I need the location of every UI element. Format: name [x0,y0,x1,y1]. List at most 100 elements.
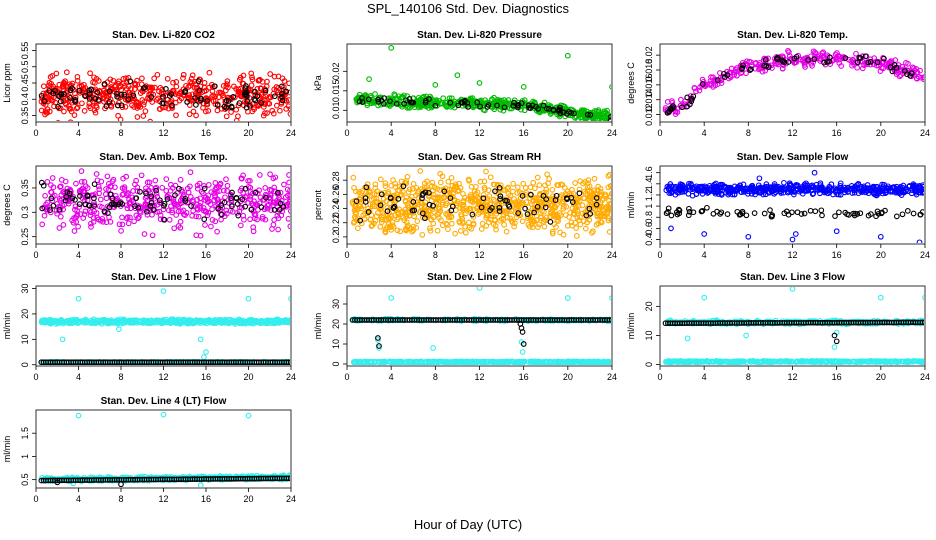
data-point [759,68,766,75]
data-point [821,59,827,66]
data-point [205,108,212,114]
data-point [574,214,581,221]
data-point [193,232,200,239]
data-point [536,221,542,228]
data-point [909,64,916,71]
data-point [359,188,366,194]
data-point [91,208,98,215]
data-point [286,80,290,87]
data-point [668,225,674,232]
data-point [287,187,290,194]
data-point [198,188,205,195]
data-point [236,100,243,106]
data-point [437,179,444,186]
data-point [175,316,182,323]
data-point [680,182,686,189]
y-tick-label: 0.2 [331,231,341,244]
data-point [218,216,224,223]
data-point [595,183,602,190]
data-point [792,231,799,237]
data-point [86,90,93,97]
data-point [546,176,552,182]
data-point [877,233,884,240]
data-point [377,190,384,196]
data-point [445,226,451,232]
data-point [365,209,372,215]
data-point [258,100,264,106]
data-point [356,189,362,195]
data-point [164,196,171,202]
data-point [409,228,415,235]
data-point [522,184,529,191]
data-point [921,76,924,83]
data-point [286,179,290,186]
data-point [605,173,611,179]
data-point [42,111,48,118]
data-point [739,65,746,71]
data-point [257,85,264,91]
data-point [443,102,450,109]
data-point [173,212,180,218]
data-point [913,65,920,72]
panel-title: Stan. Dev. Line 2 Flow [427,272,532,283]
data-point [511,99,517,106]
data-point [511,196,517,202]
data-point [543,196,550,202]
data-point [214,228,220,235]
x-tick-label: 24 [607,128,617,138]
data-point [195,88,202,94]
data-point [47,74,54,80]
data-point [496,184,503,191]
y-tick-label: 0.22 [331,214,341,232]
data-point [474,99,481,106]
data-point [79,100,85,107]
data-point [114,93,120,100]
data-point [131,95,137,102]
data-point [76,201,83,207]
data-point [857,210,864,217]
data-point [188,317,195,324]
data-point [460,191,466,197]
data-point [763,181,770,187]
data-point [584,111,591,118]
data-point [668,212,675,219]
data-point [61,91,67,97]
data-point [106,98,113,105]
data-point [278,83,285,90]
data-point [483,212,490,219]
data-point [497,193,504,200]
data-point [131,218,137,225]
data-point [373,195,380,202]
data-point [160,288,167,294]
data-point [811,56,818,63]
data-point [176,319,183,326]
data-point [425,211,432,218]
data-point [163,176,170,182]
data-point [92,109,99,116]
data-point [506,203,513,210]
data-point [221,187,227,194]
x-tick-label: 20 [876,250,886,260]
data-point [670,103,676,109]
data-point [224,78,231,84]
data-point [119,214,125,221]
data-point [351,184,357,191]
data-point [873,192,880,199]
data-point [223,83,230,89]
data-point [478,226,485,232]
data-point [277,200,284,207]
data-point [903,60,909,66]
data-point [597,218,604,225]
data-point [255,103,262,109]
data-point [82,208,89,215]
data-point [528,191,534,198]
data-point [285,359,290,365]
data-point [582,179,588,185]
data-point [425,193,432,200]
data-point [807,207,814,214]
data-point [270,221,277,228]
data-point [204,98,210,104]
data-point [524,211,531,217]
x-tick-label: 8 [433,250,438,260]
